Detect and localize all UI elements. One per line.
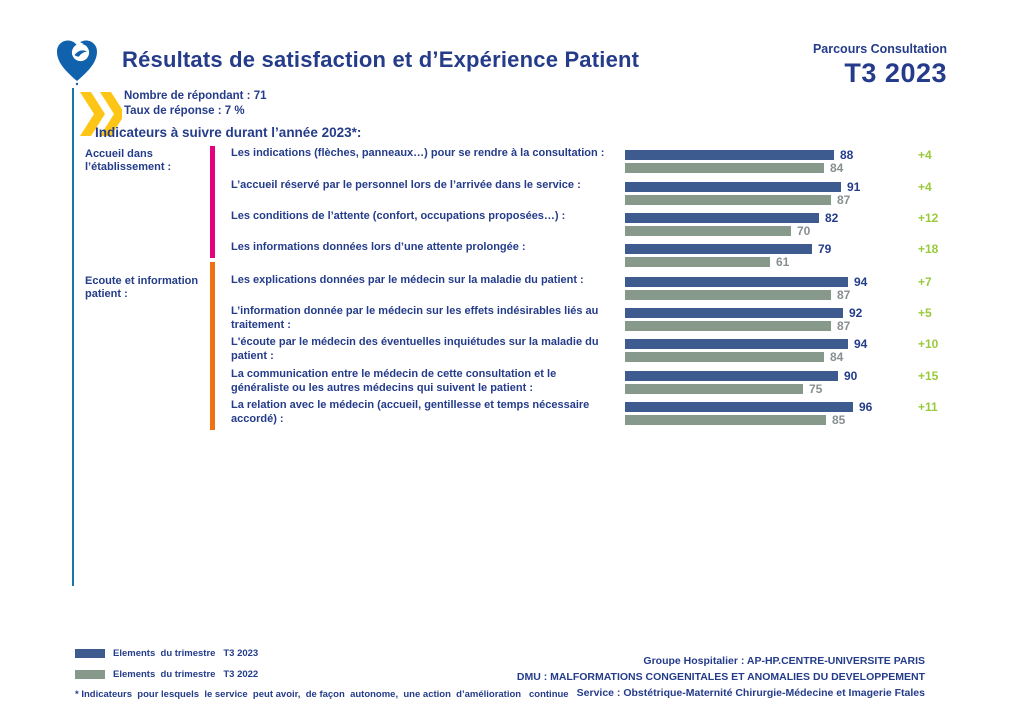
- bar-current: [625, 182, 841, 192]
- indicator-label: L’information donnée par le médecin sur …: [231, 305, 599, 331]
- footer-hospital-group: Groupe Hospitalier : AP-HP.CENTRE-UNIVER…: [643, 655, 925, 667]
- footnote: * Indicateurs pour lesquels le service p…: [75, 689, 569, 700]
- bar-value-current: 79: [818, 242, 832, 256]
- bar-previous: [625, 321, 831, 331]
- indicator-label: Les explications données par le médecin …: [231, 274, 584, 286]
- bar-value-current: 91: [847, 180, 861, 194]
- bar-value-current: 88: [840, 148, 854, 162]
- delta-value: +4: [918, 180, 932, 194]
- bar-previous: [625, 195, 831, 205]
- bar-value-previous: 75: [809, 382, 823, 396]
- bar-previous: [625, 352, 824, 362]
- program-name: Parcours Consultation: [812, 42, 947, 56]
- bar-current: [625, 150, 834, 160]
- bar-value-current: 94: [854, 275, 868, 289]
- bar-value-previous: 87: [837, 319, 851, 333]
- double-chevron-icon: [78, 92, 125, 136]
- indicator-label: Les indications (flèches, panneaux…) pou…: [231, 147, 605, 159]
- delta-value: +18: [918, 242, 939, 256]
- bar-current: [625, 244, 812, 254]
- delta-value: +10: [918, 337, 939, 351]
- bar-previous: [625, 163, 824, 173]
- bar-value-previous: 84: [830, 350, 844, 364]
- bar-value-current: 96: [859, 400, 873, 414]
- response-rate: Taux de réponse : 7 %: [124, 105, 245, 117]
- footer-block: Groupe Hospitalier : AP-HP.CENTRE-UNIVER…: [517, 653, 925, 701]
- bar-value-current: 90: [844, 369, 858, 383]
- indicator-label: La communication entre le médecin de cet…: [231, 368, 557, 394]
- respondents-block: Nombre de répondant : 71 Taux de réponse…: [124, 89, 267, 119]
- footer-service: Service : Obstétrique-Maternité Chirurgi…: [576, 687, 925, 699]
- delta-value: +11: [918, 400, 938, 414]
- bar-value-previous: 87: [837, 288, 851, 302]
- chart-category-label: Ecoute et information patient :: [85, 275, 199, 300]
- legend-swatch-current: [75, 649, 105, 658]
- bar-value-current: 94: [854, 337, 868, 351]
- bar-current: [625, 277, 848, 287]
- bar-value-current: 82: [825, 211, 839, 225]
- legend-swatch-previous: [75, 670, 105, 679]
- bar-previous: [625, 415, 826, 425]
- delta-value: +12: [918, 211, 939, 225]
- bar-previous: [625, 257, 770, 267]
- respondents-count: Nombre de répondant : 71: [124, 90, 267, 102]
- delta-value: +5: [918, 306, 932, 320]
- bar-value-previous: 84: [830, 161, 844, 175]
- legend-label: Elements du trimestre T3 2023: [113, 648, 259, 659]
- section-heading: Indicateurs à suivre durant l’année 2023…: [95, 125, 362, 140]
- indicator-label: Les informations données lors d’une atte…: [231, 241, 526, 253]
- bar-value-current: 92: [849, 306, 863, 320]
- legend-label: Elements du trimestre T3 2022: [113, 669, 259, 680]
- bar-value-previous: 61: [776, 255, 790, 269]
- bar-current: [625, 402, 853, 412]
- bar-previous: [625, 226, 791, 236]
- left-vertical-rule: [72, 88, 74, 586]
- chart-category-label: Accueil dans l’établissement :: [85, 148, 172, 173]
- category-accent-bar: [210, 262, 215, 430]
- category-accent-bar: [210, 146, 215, 258]
- bar-value-previous: 87: [837, 193, 851, 207]
- indicator-label: Les conditions de l’attente (confort, oc…: [231, 210, 566, 222]
- delta-value: +4: [918, 148, 932, 162]
- indicator-label: La relation avec le médecin (accueil, ge…: [231, 399, 590, 425]
- bar-previous: [625, 384, 803, 394]
- bar-current: [625, 213, 819, 223]
- bar-previous: [625, 290, 831, 300]
- heart-logo-icon: [53, 36, 101, 86]
- delta-value: +15: [918, 369, 939, 383]
- bar-current: [625, 371, 838, 381]
- footer-dmu: DMU : MALFORMATIONS CONGENITALES ET ANOM…: [516, 671, 925, 683]
- bar-value-previous: 85: [832, 413, 846, 427]
- report-period-block: Parcours Consultation T3 2023: [813, 42, 947, 89]
- bar-value-previous: 70: [797, 224, 811, 238]
- page-title: Résultats de satisfaction et d’Expérienc…: [122, 47, 640, 72]
- bar-current: [625, 339, 848, 349]
- delta-value: +7: [918, 275, 932, 289]
- bar-current: [625, 308, 843, 318]
- indicator-label: L'écoute par le médecin des éventuelles …: [231, 336, 599, 362]
- indicator-label: L’accueil réservé par le personnel lors …: [231, 179, 581, 191]
- period-label: T3 2023: [844, 58, 947, 88]
